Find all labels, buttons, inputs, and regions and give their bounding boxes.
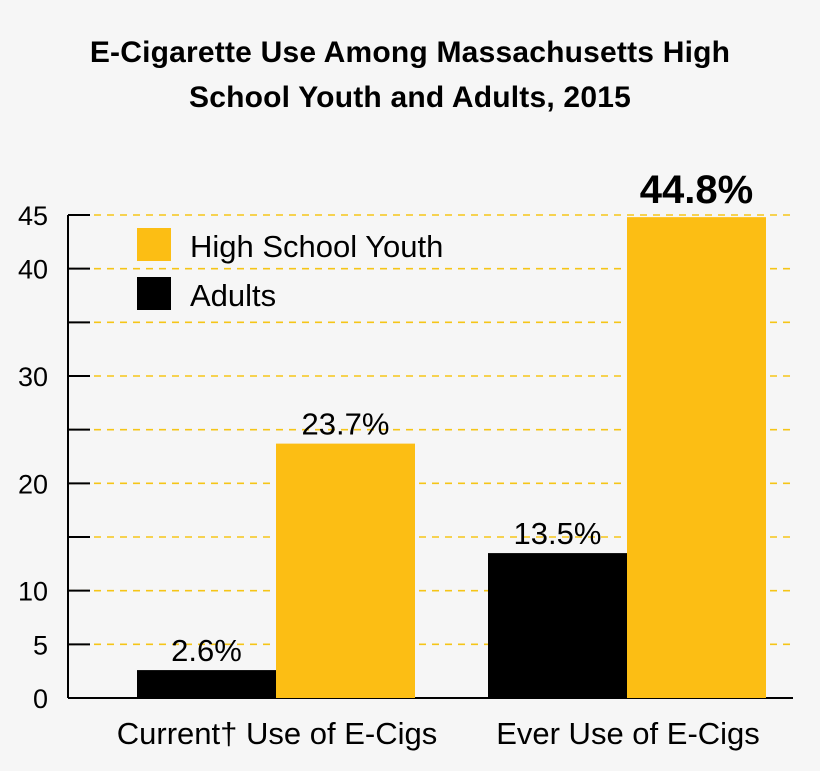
bars [137, 217, 766, 698]
y-tick-label: 20 [18, 469, 48, 499]
chart-title: E-Cigarette Use Among Massachusetts High… [0, 30, 820, 120]
legend: High School Youth Adults [137, 228, 443, 313]
bar [137, 670, 276, 698]
chart-title-line-1: E-Cigarette Use Among Massachusetts High [89, 36, 731, 69]
data-label: 44.8% [640, 168, 753, 212]
chart-title-line-2: School Youth and Adults, 2015 [189, 81, 631, 114]
category-label: Ever Use of E-Cigs [496, 716, 760, 751]
legend-swatch [137, 228, 171, 261]
data-labels: 2.6% 23.7% 13.5% 44.8% [171, 168, 753, 668]
y-tick-label: 5 [33, 630, 48, 660]
y-tick-label: 45 [18, 201, 48, 231]
bar [488, 553, 627, 698]
y-tick-label: 10 [18, 577, 48, 607]
legend-label: High School Youth [190, 229, 443, 264]
legend-label: Adults [190, 278, 276, 313]
legend-swatch [137, 277, 171, 310]
data-label: 13.5% [514, 516, 602, 551]
data-label: 23.7% [302, 407, 390, 442]
y-tick-label: 0 [33, 684, 48, 714]
y-tick-label: 30 [18, 362, 48, 392]
data-label: 2.6% [171, 633, 242, 668]
bar [627, 217, 766, 698]
y-tick-label: 40 [18, 255, 48, 285]
bar [276, 443, 415, 698]
category-labels: Current† Use of E-Cigs Ever Use of E-Cigs [117, 716, 760, 751]
category-label: Current† Use of E-Cigs [117, 716, 437, 751]
